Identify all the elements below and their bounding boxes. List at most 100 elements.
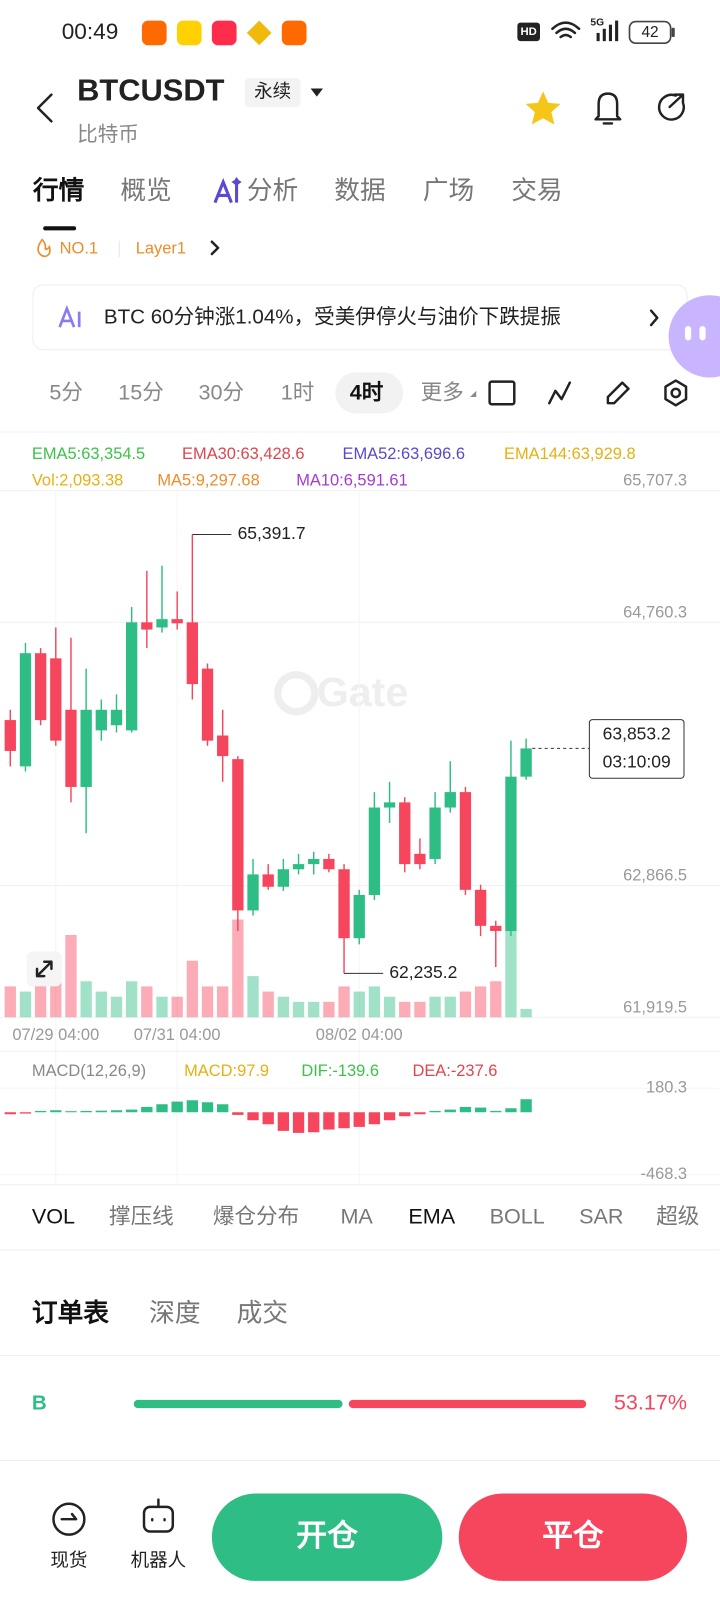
candle-body <box>308 858 320 865</box>
indicator-tab[interactable]: 撑压线 <box>109 1204 174 1229</box>
interval[interactable]: 4时 <box>350 380 384 405</box>
chevron <box>210 240 220 256</box>
tab[interactable]: 数据 <box>334 176 385 205</box>
macd-bar <box>201 1102 214 1113</box>
indicator-value: EMA30:63,428.6 <box>182 445 304 463</box>
candle-body <box>323 858 335 870</box>
volume-bar <box>262 991 274 1018</box>
macd-bar <box>247 1112 259 1121</box>
volume-bar <box>141 986 153 1018</box>
sector-tag[interactable]: Layer1 <box>136 239 186 257</box>
y-tick-label: 180.3 <box>646 1079 687 1097</box>
volume-bar <box>308 1001 320 1018</box>
contract-badge[interactable] <box>244 78 301 107</box>
macd-bar <box>490 1110 502 1113</box>
indicator-tab[interactable]: VOL <box>32 1204 75 1229</box>
volume-bar <box>156 996 168 1018</box>
interval[interactable]: 5分 <box>49 380 83 405</box>
candle-body <box>338 869 350 939</box>
sell-ratio <box>348 1399 587 1409</box>
bot-detail <box>150 1498 166 1522</box>
indicator-tab[interactable]: 爆仓分布 <box>213 1204 299 1229</box>
countdown: 03:10:09 <box>603 751 671 771</box>
macd-legend: DIF:-139.6 <box>301 1062 379 1080</box>
macd-bar <box>505 1108 517 1113</box>
volume-bar <box>217 986 229 1018</box>
tab[interactable]: 行情 <box>32 175 85 205</box>
wifi-icon <box>551 21 581 39</box>
indicator-tab[interactable]: MA <box>340 1204 373 1229</box>
ratio-label: 53.17% <box>614 1390 687 1415</box>
spot-arrow <box>60 1512 78 1521</box>
dropdown-arrow[interactable] <box>310 88 323 97</box>
bell-icon[interactable] <box>594 92 622 125</box>
volume-bar <box>323 1001 335 1018</box>
volume-bar <box>65 934 77 1018</box>
candle-body <box>444 792 456 808</box>
orderbook-tab[interactable]: 订单表 <box>32 1298 109 1327</box>
volume-bar <box>125 981 138 1018</box>
nav-bot[interactable]: 机器人 <box>131 1549 187 1570</box>
favorite-star[interactable] <box>525 91 561 125</box>
interval[interactable]: 更多 <box>421 380 464 405</box>
share-icon[interactable] <box>657 93 685 121</box>
battery <box>628 20 672 45</box>
fullscreen-icon[interactable] <box>488 380 516 406</box>
assistant-bubble[interactable] <box>668 295 720 378</box>
coin-name: 比特币 <box>77 123 139 146</box>
candle-body <box>186 622 198 685</box>
indicator-tab[interactable]: SAR <box>579 1204 623 1229</box>
indicator-tab[interactable]: 超级 <box>656 1204 699 1229</box>
candle-body <box>459 792 472 890</box>
tab[interactable]: 分析 <box>247 176 298 205</box>
macd-bar <box>232 1112 244 1115</box>
spot-icon[interactable] <box>52 1502 86 1536</box>
orderbook-tab[interactable]: 深度 <box>149 1298 200 1327</box>
interval[interactable]: 15分 <box>118 380 164 405</box>
candle-body <box>156 619 168 628</box>
network-type: 5G <box>590 17 604 28</box>
candle-body <box>353 894 365 939</box>
indicator-icon[interactable] <box>548 381 572 405</box>
orderbook-tab[interactable]: 成交 <box>237 1298 288 1327</box>
nav-spot[interactable]: 现货 <box>50 1549 87 1570</box>
hot-icon <box>37 238 51 258</box>
signal-bar <box>602 28 606 42</box>
tab[interactable]: 广场 <box>423 176 474 205</box>
ratio-bar <box>133 1399 587 1409</box>
indicator-value: MA10:6,591.61 <box>296 472 408 490</box>
volume-bar <box>171 996 183 1018</box>
tab[interactable]: 交易 <box>511 176 562 205</box>
symbol: BTCUSDT <box>77 73 225 108</box>
volume-bar <box>247 976 259 1018</box>
candle-body <box>247 874 259 911</box>
settings-icon[interactable] <box>664 379 688 407</box>
volume-bar <box>4 986 16 1018</box>
candle-body <box>277 869 290 887</box>
candle-body <box>34 653 47 721</box>
indicator-tab[interactable]: BOLL <box>490 1204 545 1229</box>
volume-bar <box>110 996 123 1018</box>
macd-bar <box>217 1104 229 1113</box>
open-button[interactable] <box>211 1493 443 1581</box>
interval[interactable]: 1时 <box>281 380 315 405</box>
watermark-logo <box>274 671 319 716</box>
tab[interactable]: 概览 <box>120 176 171 205</box>
rank-tag[interactable]: NO.1 <box>60 239 98 257</box>
back-button[interactable] <box>36 93 53 123</box>
close-button[interactable] <box>458 1493 688 1581</box>
y-tick-label: 61,919.5 <box>623 998 687 1016</box>
macd-legend: MACD:97.9 <box>184 1062 269 1080</box>
volume-bar <box>186 960 198 1018</box>
indicator-tab[interactable]: EMA <box>408 1204 455 1229</box>
candle-body <box>505 776 517 931</box>
macd-bar <box>277 1112 290 1131</box>
volume-bar <box>50 965 62 1018</box>
volume-bar <box>444 996 456 1018</box>
tab-underline <box>43 226 77 231</box>
candle-body <box>80 709 92 787</box>
news-text: BTC 60分钟涨1.04%，受美伊停火与油价下跌提振 <box>104 305 561 328</box>
interval[interactable]: 30分 <box>199 380 245 405</box>
candle-body <box>171 619 183 624</box>
draw-icon[interactable] <box>606 381 630 405</box>
